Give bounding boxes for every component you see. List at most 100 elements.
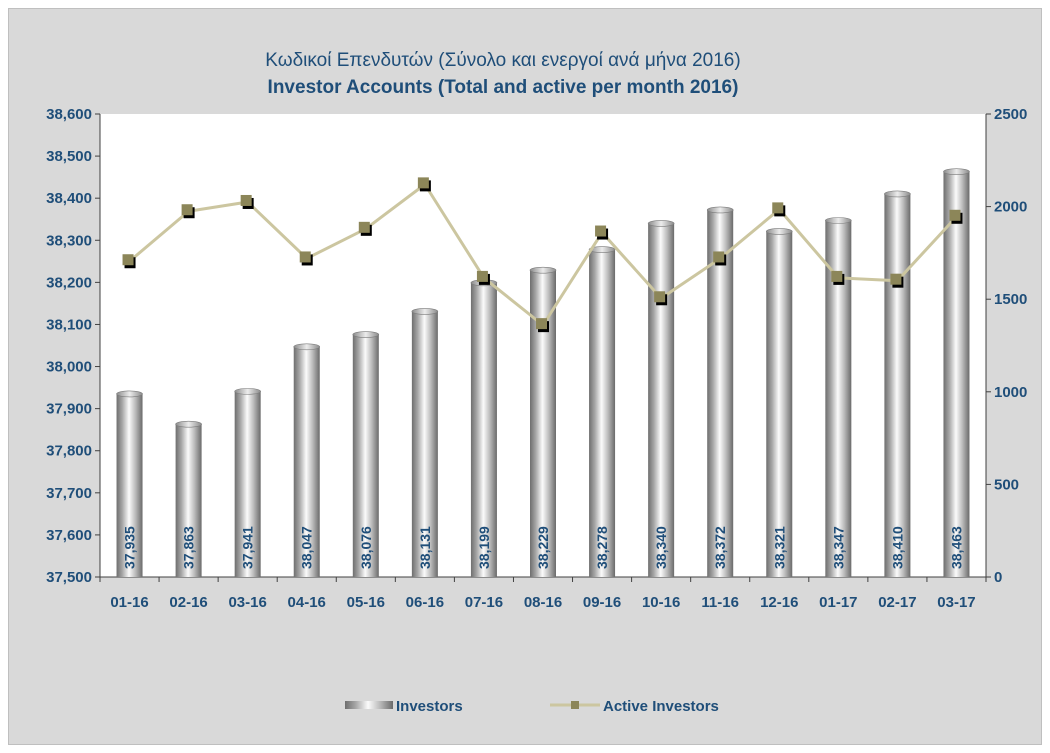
bar-data-label: 37,935: [122, 526, 138, 569]
bar-body: [707, 209, 734, 577]
right-tick-label: 500: [994, 476, 1019, 493]
left-tick-label: 37,700: [46, 485, 92, 502]
active-investors-point: [536, 318, 549, 333]
left-tick-label: 38,600: [46, 106, 92, 123]
bar-body: [884, 193, 911, 578]
left-tick-label: 38,500: [46, 148, 92, 165]
bar-cap: [529, 266, 557, 274]
bar-body: [411, 311, 438, 577]
left-tick-label: 38,300: [46, 232, 92, 249]
active-investors-point: [890, 273, 904, 288]
legend-bar-swatch: [345, 701, 393, 709]
bar-data-label: 38,076: [358, 526, 374, 569]
bar-data-label: 38,199: [476, 526, 492, 569]
bar-body: [234, 391, 261, 577]
x-tick-label: 03-17: [937, 594, 975, 611]
bar-body: [766, 231, 793, 577]
bar-cap: [116, 390, 143, 398]
bar-cap: [647, 220, 675, 227]
marker: [358, 221, 370, 233]
marker: [536, 318, 547, 330]
marker: [713, 251, 725, 263]
bar-cap: [293, 343, 321, 351]
x-tick-label: 09-16: [583, 594, 621, 611]
right-tick-label: 1000: [994, 384, 1027, 401]
bar-data-label: 38,278: [594, 526, 610, 569]
bar-body: [589, 249, 616, 578]
x-tick-label: 05-16: [347, 594, 385, 611]
bar-data-label: 37,863: [181, 526, 197, 569]
bar-data-label: 38,463: [948, 526, 964, 569]
bar-body: [470, 282, 497, 577]
chart-title: Κωδικοί Επενδυτών (Σύνολο και ενεργοί αν…: [265, 50, 740, 71]
bar-cap: [943, 168, 970, 175]
marker: [181, 204, 193, 216]
bar: 37,935: [116, 390, 143, 577]
bar-cap: [352, 331, 380, 338]
bar-data-label: 38,131: [417, 526, 433, 569]
left-tick-label: 38,000: [46, 359, 92, 376]
left-tick-label: 37,900: [46, 401, 92, 418]
bar-cap: [234, 388, 261, 395]
active-investors-point: [240, 194, 254, 209]
x-tick-label: 02-17: [878, 594, 916, 611]
x-tick-label: 08-16: [524, 594, 562, 611]
active-investors-point: [299, 251, 313, 266]
active-investors-point: [772, 202, 786, 217]
bar-cap: [175, 420, 202, 428]
x-tick-label: 10-16: [642, 594, 680, 611]
bar-data-label: 37,941: [240, 526, 256, 569]
left-tick-label: 37,500: [46, 569, 92, 586]
marker: [595, 225, 607, 237]
active-investors-point: [122, 254, 136, 269]
active-investors-point: [476, 270, 490, 285]
active-investors-point: [831, 270, 845, 285]
x-axis: 01-16 02-16 03-16 04-16 05-16 06-16 07-16 08-16…: [99, 576, 987, 611]
bar: 37,941: [234, 388, 261, 577]
bar: 38,340: [647, 220, 675, 577]
bar-cap: [411, 308, 439, 315]
legend-label-investors: Investors: [396, 698, 463, 715]
bar: 38,372: [706, 206, 734, 577]
legend-item-investors: Investors: [345, 698, 463, 715]
bar-body: [648, 223, 675, 577]
bar-body: [352, 334, 379, 577]
right-tick-label: 0: [994, 569, 1002, 586]
bar: 38,278: [588, 246, 616, 578]
active-investors-point: [417, 177, 431, 192]
bar-data-label: 38,340: [653, 526, 669, 569]
marker: [476, 270, 488, 282]
right-tick-label: 1500: [994, 291, 1027, 308]
active-investors-point: [181, 204, 195, 219]
bar-cap: [884, 190, 911, 198]
bar-data-label: 38,347: [830, 526, 846, 569]
left-tick-label: 37,600: [46, 527, 92, 544]
active-investors-point: [595, 225, 609, 240]
active-investors-point: [358, 221, 372, 236]
marker: [949, 209, 961, 221]
bar: 38,463: [943, 168, 970, 577]
legend-marker-swatch: [571, 701, 579, 709]
left-tick-label: 38,100: [46, 316, 92, 333]
x-tick-label: 12-16: [760, 594, 798, 611]
bar: 38,199: [470, 279, 498, 577]
right-tick-label: 2500: [994, 106, 1027, 123]
bar: 37,863: [175, 420, 202, 577]
right-axis: 0 500 1000 1500 2000 2500: [985, 106, 1027, 586]
marker: [299, 251, 311, 263]
bar-body: [293, 346, 320, 577]
bar: 38,410: [884, 190, 911, 578]
x-tick-label: 03-16: [228, 594, 266, 611]
left-tick-label: 38,200: [46, 274, 92, 291]
bar-body: [943, 171, 970, 577]
bar: 38,131: [411, 308, 439, 577]
x-tick-label: 04-16: [288, 594, 326, 611]
bar-data-label: 38,047: [299, 526, 315, 569]
bar-cap: [825, 217, 852, 224]
bar-data-label: 38,229: [535, 526, 551, 569]
bar-cap: [706, 206, 734, 214]
chart-subtitle: Investor Accounts (Total and active per …: [268, 77, 739, 98]
bar: 38,321: [765, 228, 793, 577]
bar-cap: [588, 246, 616, 253]
